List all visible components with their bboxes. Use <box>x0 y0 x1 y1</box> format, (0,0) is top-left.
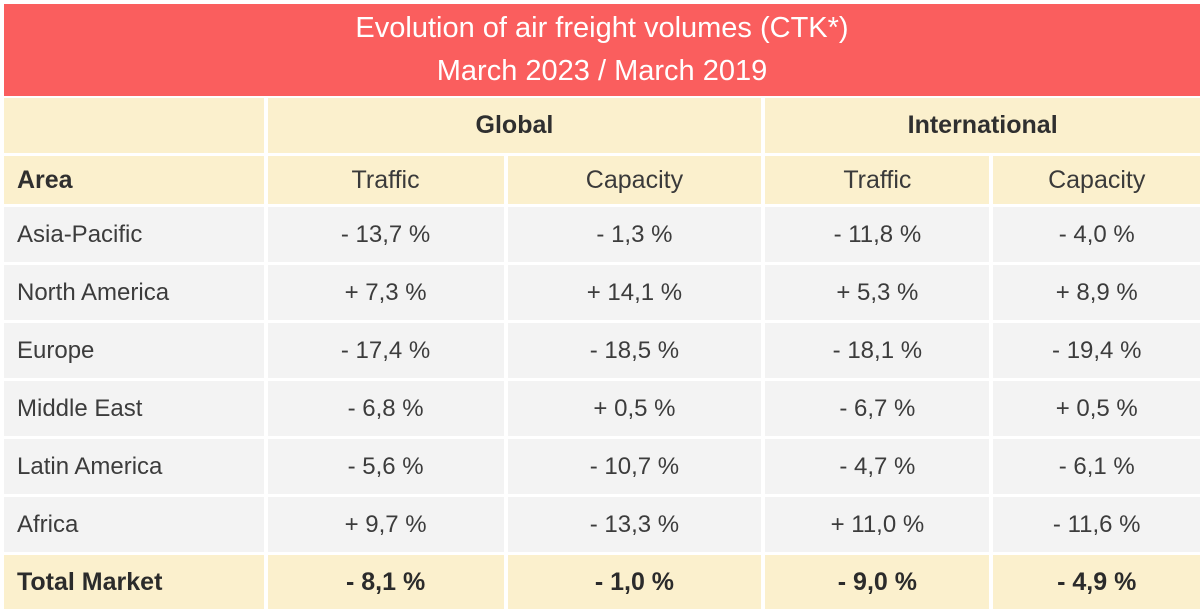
value-cell: - 13,7 % <box>267 207 504 262</box>
value-cell: + 9,7 % <box>267 497 504 552</box>
value-cell: + 11,0 % <box>765 497 990 552</box>
area-cell: Asia-Pacific <box>4 207 264 262</box>
area-cell: Middle East <box>4 381 264 436</box>
group-header-global: Global <box>267 98 762 153</box>
page-title-line1: Evolution of air freight volumes (CTK*) <box>355 11 849 44</box>
table-row-africa: Africa + 9,7 % - 13,3 % + 11,0 % - 11,6 … <box>4 497 1200 552</box>
value-cell: - 10,7 % <box>507 439 762 494</box>
value-cell: - 4,0 % <box>993 207 1200 262</box>
title-banner: Evolution of air freight volumes (CTK*) … <box>4 4 1200 96</box>
freight-volumes-table: Global International Area Traffic Capaci… <box>0 95 1204 609</box>
area-cell: Latin America <box>4 439 264 494</box>
column-header-row: Area Traffic Capacity Traffic Capacity <box>4 156 1200 204</box>
value-cell: + 5,3 % <box>765 265 990 320</box>
value-cell: - 18,5 % <box>507 323 762 378</box>
total-value-cell: - 4,9 % <box>993 555 1200 609</box>
table-row-latin-america: Latin America - 5,6 % - 10,7 % - 4,7 % -… <box>4 439 1200 494</box>
value-cell: - 17,4 % <box>267 323 504 378</box>
total-value-cell: - 8,1 % <box>267 555 504 609</box>
table-row-europe: Europe - 17,4 % - 18,5 % - 18,1 % - 19,4… <box>4 323 1200 378</box>
table-row-north-america: North America + 7,3 % + 14,1 % + 5,3 % +… <box>4 265 1200 320</box>
column-header-intl-capacity: Capacity <box>993 156 1200 204</box>
table-row-middle-east: Middle East - 6,8 % + 0,5 % - 6,7 % + 0,… <box>4 381 1200 436</box>
table-row-total-market: Total Market - 8,1 % - 1,0 % - 9,0 % - 4… <box>4 555 1200 609</box>
value-cell: - 13,3 % <box>507 497 762 552</box>
empty-corner-cell <box>4 98 264 153</box>
value-cell: - 6,1 % <box>993 439 1200 494</box>
value-cell: - 11,6 % <box>993 497 1200 552</box>
table-row-asia-pacific: Asia-Pacific - 13,7 % - 1,3 % - 11,8 % -… <box>4 207 1200 262</box>
group-header-international: International <box>765 98 1200 153</box>
area-cell: Europe <box>4 323 264 378</box>
column-header-global-traffic: Traffic <box>267 156 504 204</box>
value-cell: - 4,7 % <box>765 439 990 494</box>
value-cell: - 19,4 % <box>993 323 1200 378</box>
area-cell: Africa <box>4 497 264 552</box>
page-title-line2: March 2023 / March 2019 <box>436 55 768 87</box>
total-value-cell: - 1,0 % <box>507 555 762 609</box>
value-cell: - 1,3 % <box>507 207 762 262</box>
area-cell: North America <box>4 265 264 320</box>
value-cell: + 0,5 % <box>993 381 1200 436</box>
group-header-row: Global International <box>4 98 1200 153</box>
column-header-area: Area <box>4 156 264 204</box>
value-cell: + 0,5 % <box>507 381 762 436</box>
value-cell: - 6,7 % <box>765 381 990 436</box>
total-label-cell: Total Market <box>4 555 264 609</box>
value-cell: + 7,3 % <box>267 265 504 320</box>
value-cell: - 11,8 % <box>765 207 990 262</box>
value-cell: + 14,1 % <box>507 265 762 320</box>
total-value-cell: - 9,0 % <box>765 555 990 609</box>
value-cell: + 8,9 % <box>993 265 1200 320</box>
value-cell: - 18,1 % <box>765 323 990 378</box>
column-header-intl-traffic: Traffic <box>765 156 990 204</box>
value-cell: - 5,6 % <box>267 439 504 494</box>
column-header-global-capacity: Capacity <box>507 156 762 204</box>
value-cell: - 6,8 % <box>267 381 504 436</box>
